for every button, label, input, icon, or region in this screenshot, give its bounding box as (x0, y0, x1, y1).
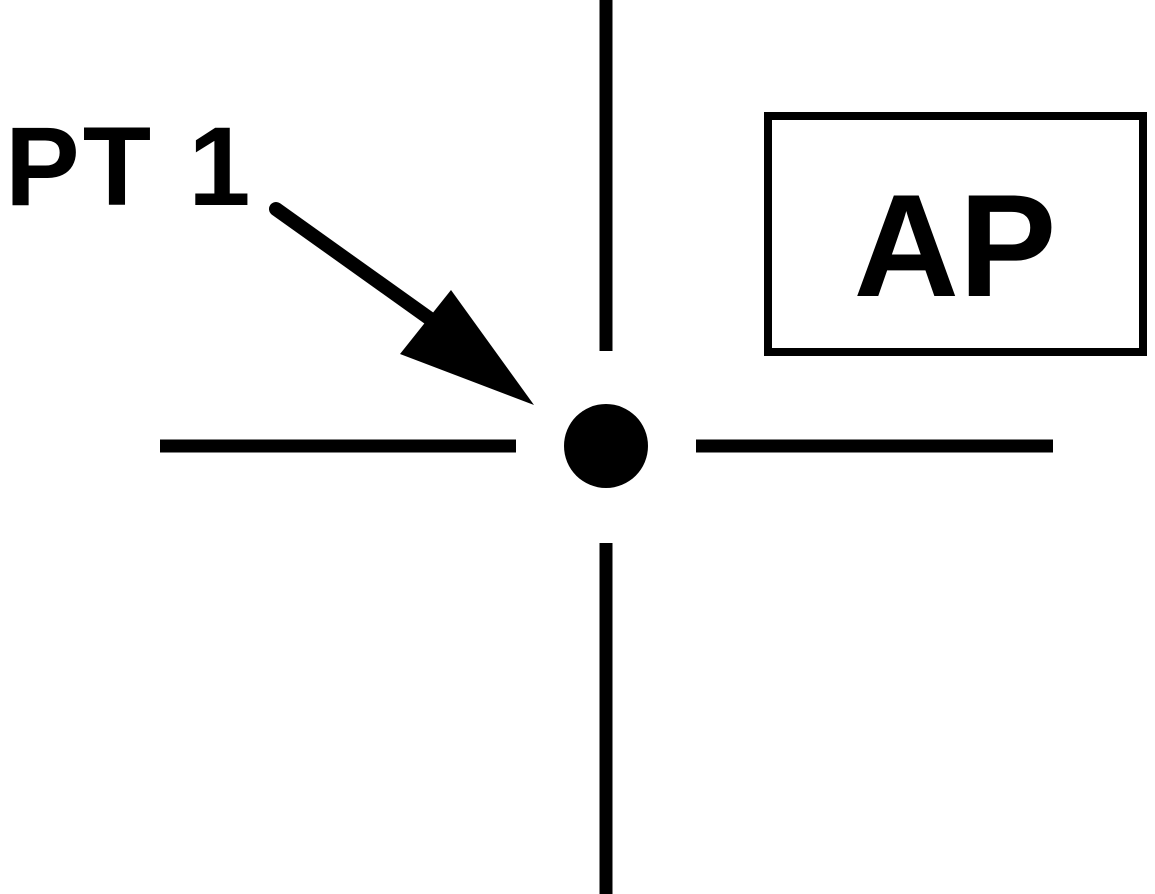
ap-box-label: AP (854, 164, 1057, 327)
arrow-icon (269, 202, 534, 405)
ap-label-box: AP (764, 112, 1147, 356)
arrow-shaft (269, 202, 447, 333)
point-label: PT 1 (5, 104, 254, 229)
center-dot-icon (564, 404, 648, 488)
ap-box-border (764, 112, 1147, 356)
arrow-head (400, 290, 534, 405)
